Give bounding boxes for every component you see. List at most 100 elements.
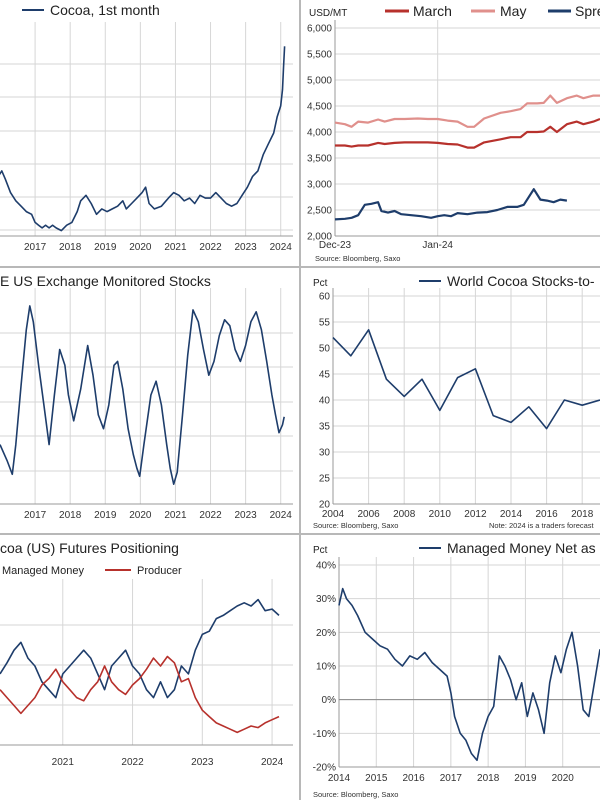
x-tick-label: 2022 [199, 510, 222, 521]
y-tick-label: 30% [316, 594, 336, 605]
source-note: Source: Bloomberg, Saxo [315, 254, 400, 263]
y-tick-label: -20% [313, 763, 336, 774]
panel-managed-money-net: Pct Managed Money Net as Source: Bloombe… [301, 535, 600, 800]
y-tick-label: 6,000 [307, 24, 332, 35]
x-tick-label: 2014 [328, 773, 351, 784]
x-tick-label: 2016 [402, 773, 425, 784]
x-tick-label: 2024 [270, 510, 293, 521]
y-tick-label: 4,000 [307, 128, 332, 139]
x-tick-label: 2006 [357, 509, 380, 520]
y-tick-label: 25 [319, 474, 331, 485]
panel-march-may-spread: USD/MT March May Spre Source: Bloomberg,… [301, 0, 600, 265]
series-line-managed-money [0, 598, 280, 699]
y-tick-label: 60 [319, 292, 331, 303]
x-tick-label: 2023 [191, 757, 214, 768]
x-tick-label: 2023 [235, 242, 258, 253]
panel-cocoa-1st-month: Cocoa, 1st month 2017 2018 2019 2020 2021 202… [0, 0, 298, 265]
legend-label-march: March [413, 3, 452, 19]
y-tick-label: 4,500 [307, 102, 332, 113]
chart-futures-positioning: coa (US) Futures Positioning Managed Mon… [0, 540, 293, 768]
x-tick-label: 2018 [477, 773, 500, 784]
source-note: Source: Bloomberg, Saxo [313, 790, 398, 799]
x-tick-label: 2024 [261, 757, 284, 768]
y-unit-label: Pct [313, 278, 328, 289]
x-tick-label: 2017 [24, 242, 47, 253]
legend-label-stocks: World Cocoa Stocks-to- [447, 273, 595, 289]
y-tick-label: 5,000 [307, 76, 332, 87]
y-tick-label: 40% [316, 561, 336, 572]
x-tick-label: 2010 [429, 509, 452, 520]
y-tick-label: 20% [316, 628, 336, 639]
y-tick-label: 35 [319, 422, 331, 433]
x-tick-label: Dec-23 [319, 240, 352, 251]
x-tick-label: 2022 [121, 757, 144, 768]
y-tick-label: 3,000 [307, 180, 332, 191]
x-tick-label: Jan-24 [422, 240, 453, 251]
panel-stocks-to-grind: Pct World Cocoa Stocks-to- Source: Bloom… [301, 268, 600, 533]
y-tick-label: 50 [319, 344, 331, 355]
x-tick-label: 2021 [164, 510, 187, 521]
x-tick-label: 2018 [59, 242, 82, 253]
x-tick-label: 2021 [52, 757, 75, 768]
x-tick-label: 2012 [464, 509, 487, 520]
x-tick-label: 2023 [235, 510, 258, 521]
y-tick-label: 55 [319, 318, 331, 329]
chart-ice-us-stocks: E US Exchange Monitored Stocks 2017 2018 2… [0, 273, 293, 521]
vertical-divider [299, 0, 301, 800]
panel-futures-positioning: coa (US) Futures Positioning Managed Mon… [0, 535, 298, 800]
chart-managed-money-net: Pct Managed Money Net as Source: Bloombe… [313, 540, 600, 799]
y-tick-label: 3,500 [307, 154, 332, 165]
x-tick-label: 2016 [535, 509, 558, 520]
y-tick-label: 0% [322, 695, 337, 706]
series-line-may [334, 94, 600, 128]
x-tick-label: 2020 [129, 510, 152, 521]
series-line-ice-us-exchange-monitored-stocks [0, 305, 285, 485]
x-tick-label: 2020 [129, 242, 152, 253]
x-tick-label: 2015 [365, 773, 388, 784]
y-tick-label: -10% [313, 729, 336, 740]
x-tick-label: 2019 [94, 510, 117, 521]
y-tick-label: 30 [319, 448, 331, 459]
x-tick-label: 2020 [552, 773, 575, 784]
x-tick-label: 2004 [322, 509, 345, 520]
source-note: Source: Bloomberg, Saxo [313, 521, 398, 530]
x-tick-label: 2014 [500, 509, 523, 520]
x-tick-label: 2017 [24, 510, 47, 521]
series-line-world-cocoa-stocks-to-grind [332, 328, 600, 430]
x-tick-label: 2019 [94, 242, 117, 253]
chart-march-may-spread: USD/MT March May Spre Source: Bloomberg,… [307, 3, 600, 263]
panel-title: coa (US) Futures Positioning [0, 540, 179, 556]
panel-ice-us-stocks: E US Exchange Monitored Stocks 2017 2018 2… [0, 268, 298, 533]
x-tick-label: 2017 [440, 773, 463, 784]
y-unit-label: Pct [313, 545, 328, 556]
series-line-spread [334, 188, 568, 221]
legend-label-cocoa: Cocoa, 1st month [50, 2, 160, 18]
y-tick-label: 5,500 [307, 50, 332, 61]
y-tick-label: 2,500 [307, 206, 332, 217]
chart-cocoa-1st-month: Cocoa, 1st month 2017 2018 2019 2020 2021 202… [0, 2, 293, 253]
y-tick-label: 45 [319, 370, 331, 381]
series-line-cocoa-1st-month [0, 46, 286, 232]
legend-label-spread: Spre [575, 3, 600, 19]
y-unit-label: USD/MT [309, 8, 347, 19]
chart-stocks-to-grind: Pct World Cocoa Stocks-to- Source: Bloom… [313, 273, 600, 530]
row-divider-2 [0, 533, 600, 535]
x-tick-label: 2024 [270, 242, 293, 253]
x-tick-label: 2018 [59, 510, 82, 521]
x-tick-label: 2008 [393, 509, 416, 520]
legend-label-may: May [500, 3, 526, 19]
forecast-note: Note: 2024 is a traders forecast [489, 521, 595, 530]
legend-label-managed-money: Managed Money [2, 565, 84, 577]
row-divider-1 [0, 266, 600, 268]
panel-title: E US Exchange Monitored Stocks [0, 273, 211, 289]
legend-label-producer: Producer [137, 565, 182, 577]
y-tick-label: 10% [316, 662, 336, 673]
legend-label-managed-money-net: Managed Money Net as [447, 540, 596, 556]
y-tick-label: 40 [319, 396, 331, 407]
x-tick-label: 2019 [514, 773, 537, 784]
x-tick-label: 2018 [571, 509, 594, 520]
x-tick-label: 2021 [164, 242, 187, 253]
y-tick-label: 20 [319, 500, 331, 511]
series-line-managed-money-net [338, 587, 600, 762]
y-tick-label: 2,000 [307, 232, 332, 243]
